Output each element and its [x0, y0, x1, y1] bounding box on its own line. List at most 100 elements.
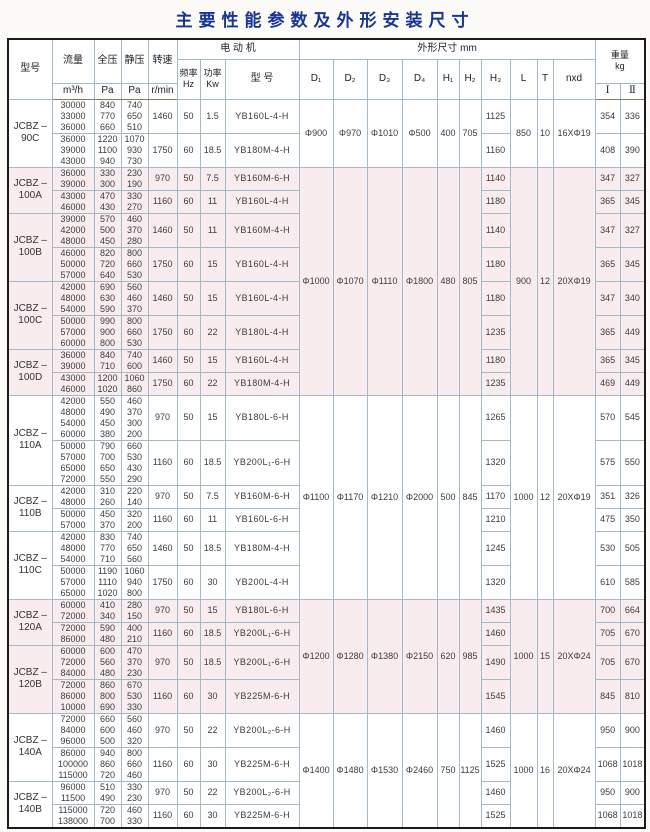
cell-power: 15	[199, 348, 226, 373]
cell-motor-model: YB160L-4-H	[224, 98, 300, 134]
cell-power: 30	[199, 803, 226, 828]
cell-total-pressure-value: 500	[99, 224, 116, 235]
cell-model: JCBZ –120A	[7, 598, 53, 646]
cell-static-pressure-value: 530	[126, 690, 143, 701]
cell-speed: 970	[147, 644, 178, 680]
cell-speed: 1460	[147, 530, 178, 566]
cell-flow-value: 50000	[60, 565, 86, 576]
cell-power: 30	[199, 746, 226, 782]
cell-dim-h3: 1460	[480, 712, 511, 748]
cell-frequency: 50	[176, 212, 201, 248]
cell-total-pressure-value: 340	[99, 610, 116, 621]
header-static-pressure-unit: Pa	[120, 82, 149, 100]
table-row: JCBZ –100A 36000 39000 330 300 230 190 970 50 7.5…	[7, 166, 646, 396]
cell-dim-t: 16	[536, 712, 554, 828]
cell-flow-value: 72000	[60, 656, 86, 667]
cell-total-pressure-value: 370	[99, 519, 116, 530]
cell-static-pressure-value: 800	[126, 587, 143, 598]
cell-dim-d2: Φ1070	[332, 166, 368, 396]
model-name-line: 110C	[18, 565, 42, 576]
cell-flow-value: 36000	[60, 121, 86, 132]
cell-static-pressure-value: 650	[126, 110, 143, 121]
cell-static-pressure-value: 800	[126, 315, 143, 326]
cell-total-pressure-value: 1200	[97, 372, 118, 383]
cell-flow-value: 39000	[60, 144, 86, 155]
model-name-line: JCBZ –	[13, 303, 47, 314]
cell-flow-value: 96000	[60, 781, 86, 792]
header-weight-name: 重量	[610, 50, 629, 61]
cell-total-pressure-value: 710	[99, 360, 116, 371]
cell-speed: 1160	[147, 621, 178, 646]
cell-flow: 43000 46000	[51, 371, 95, 396]
cell-weight-2: 345	[619, 348, 646, 373]
cell-model: JCBZ –110A	[7, 394, 53, 486]
cell-weight-2: 545	[619, 394, 646, 441]
cell-dim-d3: Φ1210	[366, 394, 403, 600]
cell-motor-model: YB160M-6-H	[224, 484, 300, 509]
cell-flow-value: 43000	[60, 372, 86, 383]
model-name-line: JCBZ –	[13, 610, 47, 621]
cell-dim-h3: 1160	[480, 132, 511, 168]
cell-dim-d1: Φ1200	[298, 598, 334, 714]
cell-total-pressure-value: 410	[99, 599, 116, 610]
cell-power: 1.5	[199, 98, 226, 134]
cell-speed: 1460	[147, 280, 178, 316]
cell-total-pressure-value: 490	[99, 792, 116, 803]
cell-total-pressure: 820 720 640	[93, 246, 122, 282]
cell-dim-d1: Φ1400	[298, 712, 334, 828]
cell-flow: 43000 46000	[51, 189, 95, 214]
cell-static-pressure-value: 460	[126, 213, 143, 224]
cell-dim-l: 1000	[509, 394, 538, 600]
model-name-line: JCBZ –	[13, 360, 47, 371]
cell-flow-value: 42000	[60, 531, 86, 542]
table-row: 50000 57000 60000 990 900 800 800 660 530 1750 60 2…	[8, 314, 646, 350]
cell-total-pressure: 840 770 660	[93, 98, 122, 134]
cell-static-pressure: 660 530 430 290	[120, 439, 149, 486]
cell-static-pressure-value: 330	[126, 701, 143, 712]
cell-model: JCBZ –140A	[7, 712, 53, 782]
cell-frequency: 50	[176, 166, 201, 191]
cell-weight-2: 449	[619, 314, 646, 350]
cell-static-pressure-value: 800	[126, 247, 143, 258]
cell-speed: 1750	[147, 371, 178, 396]
cell-flow: 36000 39000	[51, 166, 95, 191]
cell-total-pressure-value: 720	[99, 804, 116, 815]
model-name-line: JCBZ –	[13, 735, 47, 746]
cell-static-pressure-value: 530	[126, 337, 143, 348]
header-dims-group: 外形尺寸 mm	[298, 38, 596, 60]
cell-static-pressure: 800 660 530	[120, 314, 149, 350]
cell-speed: 1750	[147, 132, 178, 168]
cell-static-pressure-value: 940	[126, 576, 143, 587]
cell-motor-model: YB160L-4-H	[224, 280, 300, 316]
cell-motor-model: YB200L₁-6-H	[224, 644, 300, 680]
cell-motor-model: YB180L-6-H	[224, 394, 300, 441]
header-dim-l: L	[509, 58, 538, 100]
cell-motor-model: YB160L-6-H	[224, 507, 300, 532]
cell-dim-d2: Φ1280	[332, 598, 368, 714]
model-name-line: 100A	[18, 190, 42, 201]
cell-total-pressure-value: 260	[99, 496, 116, 507]
cell-total-pressure-value: 490	[99, 406, 116, 417]
header-motor-model: 型 号	[224, 58, 300, 100]
cell-weight-2: 585	[619, 564, 646, 600]
cell-flow: 39000 42000 48000	[51, 212, 95, 248]
cell-static-pressure-value: 330	[126, 781, 143, 792]
table-row: 115000 138000 720 700 460 330 1160 60 30 YB225M-6…	[8, 803, 646, 828]
cell-dim-nxd: 16XΦ19	[552, 98, 596, 168]
table-row: 46000 50000 57000 820 720 640 800 660 530 1750 60 1…	[8, 246, 646, 282]
cell-speed: 970	[147, 780, 178, 805]
cell-total-pressure-value: 840	[99, 349, 116, 360]
cell-dim-h3: 1180	[480, 280, 511, 316]
cell-power: 22	[199, 371, 226, 396]
cell-flow: 42000 48000 54000 60000	[51, 394, 95, 441]
cell-dim-h2: 985	[458, 598, 482, 714]
cell-flow-value: 42000	[60, 395, 86, 406]
cell-weight-1: 950	[594, 712, 621, 748]
cell-motor-model: YB225M-6-H	[224, 803, 300, 828]
cell-frequency: 50	[176, 644, 201, 680]
cell-model: JCBZ –110C	[7, 530, 53, 600]
cell-total-pressure: 720 700	[93, 803, 122, 828]
cell-speed: 1160	[147, 678, 178, 714]
cell-static-pressure-value: 1060	[124, 372, 145, 383]
model-name-line: JCBZ –	[13, 553, 47, 564]
